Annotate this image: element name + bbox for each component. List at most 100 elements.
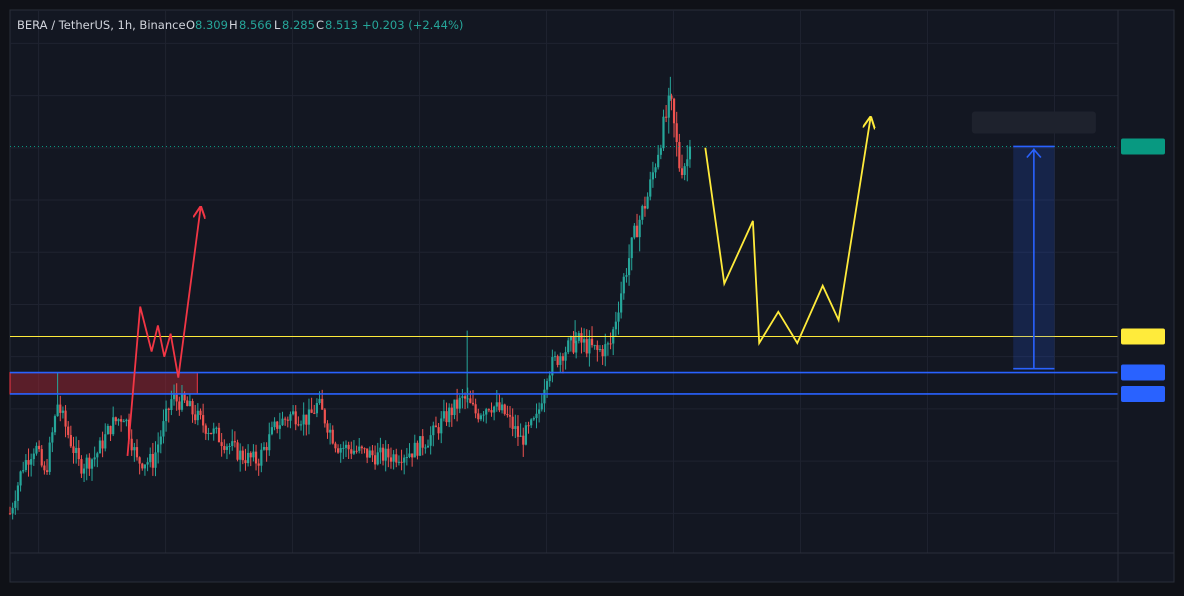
candle-body <box>236 442 239 460</box>
candle-body <box>408 453 411 458</box>
candle-body <box>424 447 427 449</box>
candle-body <box>276 421 279 429</box>
candle-body <box>143 464 147 469</box>
candle-body <box>64 410 67 427</box>
candle-body <box>244 460 247 464</box>
close-label: C <box>316 18 324 32</box>
candle-body <box>583 339 586 343</box>
candle-body <box>297 424 300 426</box>
candle-body <box>469 398 472 403</box>
candle-body <box>215 427 218 429</box>
candle-body <box>371 450 374 456</box>
candle-body <box>344 444 348 448</box>
candle-body <box>635 225 639 238</box>
candle-body <box>196 410 199 421</box>
candle-body <box>630 237 633 259</box>
candle-body <box>225 446 229 450</box>
candle-body <box>421 436 424 448</box>
candle-body <box>643 206 647 209</box>
change-value: +0.203 (+2.44%) <box>362 18 463 32</box>
candle-body <box>231 441 234 447</box>
candle-body <box>617 312 620 322</box>
candle-body <box>614 321 617 330</box>
candle-body <box>45 470 49 472</box>
candle-body <box>19 471 22 486</box>
candle-body <box>162 421 165 437</box>
red-projection-path <box>126 208 201 456</box>
candle-body <box>151 453 154 468</box>
candle-body <box>22 470 25 472</box>
price-range-measure[interactable] <box>971 111 1096 370</box>
candle-body <box>477 413 480 420</box>
candle-body <box>387 448 390 458</box>
high-value: 8.566 <box>239 18 272 32</box>
candle-body <box>543 389 546 404</box>
candle-body <box>199 410 202 416</box>
candle-body <box>133 447 136 451</box>
candle-body <box>593 345 596 347</box>
candle-body <box>620 293 623 313</box>
candle-body <box>416 442 419 456</box>
candle-body <box>609 343 612 345</box>
candle-body <box>122 421 125 423</box>
candle-body <box>305 414 308 425</box>
candle-body <box>572 336 575 353</box>
candle-body <box>657 154 660 168</box>
candle-body <box>27 460 30 465</box>
candle-body <box>260 449 263 466</box>
close-value: 8.513 <box>325 18 358 32</box>
level-price-tag <box>1121 328 1165 345</box>
candle-body <box>440 418 443 434</box>
candle-body <box>596 345 599 350</box>
candle-body <box>471 402 475 405</box>
candle-body <box>569 336 572 341</box>
candle-body <box>117 419 120 422</box>
candle-body <box>553 356 557 358</box>
candle-body <box>482 414 485 416</box>
candle-body <box>82 468 86 474</box>
candle-body <box>11 507 14 514</box>
candle-body <box>159 436 162 445</box>
candle-body <box>265 446 268 451</box>
candle-body <box>77 447 80 460</box>
candle-body <box>493 406 496 413</box>
candle-body <box>72 446 75 453</box>
candle-body <box>514 426 517 429</box>
candle-body <box>220 442 223 447</box>
measure-arrow-head <box>1026 148 1042 159</box>
candle-body <box>188 401 192 407</box>
candle-body <box>109 425 112 435</box>
candle-body <box>511 416 514 429</box>
candle-body <box>326 423 329 433</box>
high-label: H <box>229 18 238 32</box>
candle-body <box>114 417 117 422</box>
candle-body <box>75 447 78 453</box>
candle-body <box>567 340 570 353</box>
candle-body <box>120 419 123 422</box>
candle-body <box>575 340 578 353</box>
candle-body <box>172 394 176 400</box>
candle-body <box>268 434 271 451</box>
candle-body <box>175 394 178 402</box>
candle-body <box>564 352 567 361</box>
candle-body <box>625 275 628 277</box>
plot-area[interactable] <box>9 9 1175 583</box>
low-value: 8.285 <box>282 18 315 32</box>
candle-body <box>432 425 435 436</box>
candle-body <box>299 424 303 426</box>
last-price-tag <box>1121 138 1165 155</box>
candle-body <box>80 459 83 474</box>
candle-body <box>204 425 207 434</box>
candle-body <box>284 418 287 420</box>
candle-body <box>434 425 438 428</box>
candle-body <box>289 414 292 421</box>
candle-body <box>437 427 440 434</box>
candle-body <box>588 338 591 354</box>
level-price-tag <box>1121 364 1165 381</box>
candle-body <box>540 403 543 410</box>
candle-body <box>662 116 665 149</box>
candle-body <box>334 443 337 449</box>
candle-body <box>545 381 549 390</box>
